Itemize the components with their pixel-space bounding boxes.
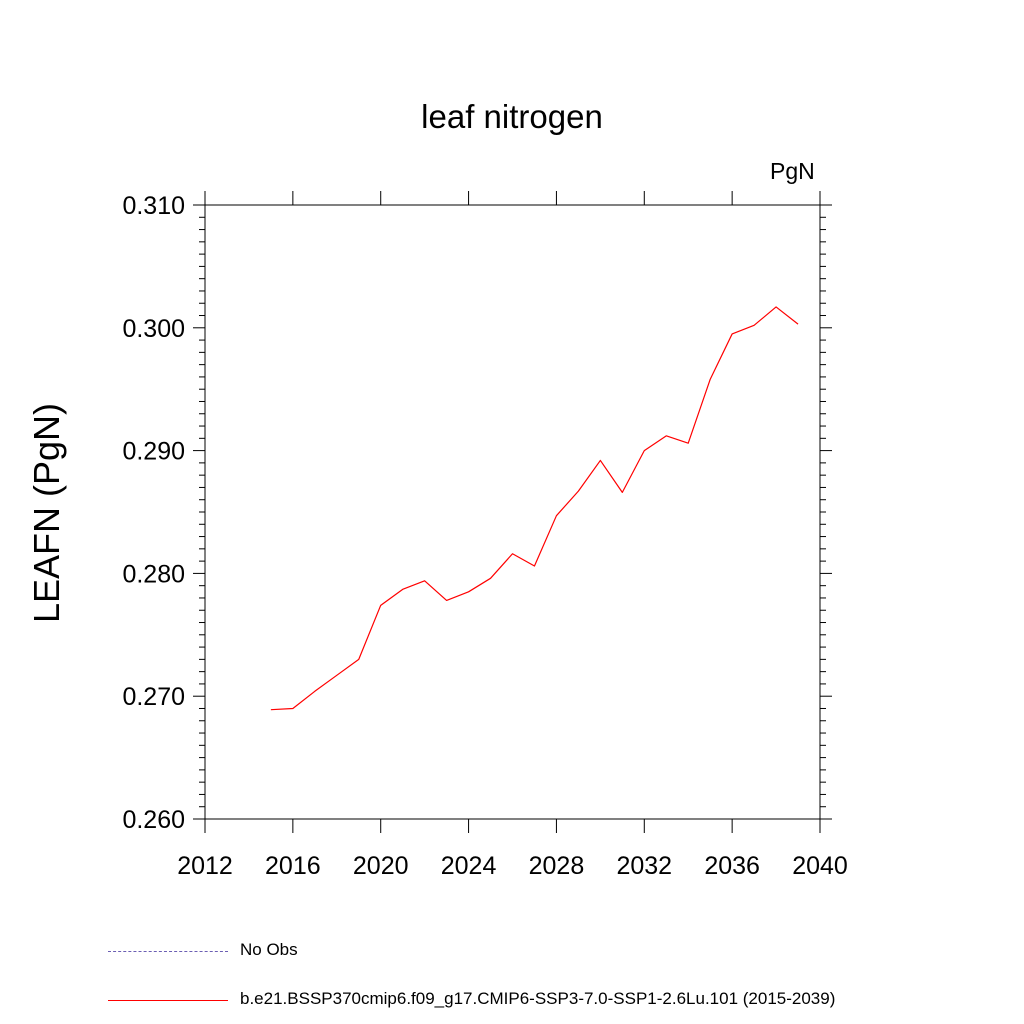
plot-frame (204, 204, 821, 820)
series-line (270, 306, 799, 711)
y-tick-label: 0.260 (122, 806, 185, 834)
chart-title: leaf nitrogen (421, 98, 603, 135)
y-tick-label: 0.270 (122, 683, 185, 711)
x-tick-label: 2028 (529, 852, 585, 880)
x-tick-label: 2032 (616, 852, 672, 880)
legend-label: b.e21.BSSP370cmip6.f09_g17.CMIP6-SSP3-7.… (240, 989, 836, 1008)
units-label: PgN (770, 158, 815, 184)
y-tick-label: 0.300 (122, 315, 185, 343)
y-tick-label: 0.280 (122, 560, 185, 588)
y-tick-label: 0.290 (122, 438, 185, 466)
x-tick-label: 2036 (704, 852, 760, 880)
legend-swatch-dashed (108, 951, 228, 952)
y-tick-label: 0.310 (122, 192, 185, 220)
x-tick-label: 2016 (265, 852, 321, 880)
x-tick-label: 2040 (792, 852, 848, 880)
x-tick-label: 2024 (441, 852, 497, 880)
legend-label: No Obs (240, 940, 298, 959)
x-tick-label: 2012 (177, 852, 233, 880)
x-tick-label: 2020 (353, 852, 409, 880)
legend-swatch-solid (108, 1000, 228, 1001)
